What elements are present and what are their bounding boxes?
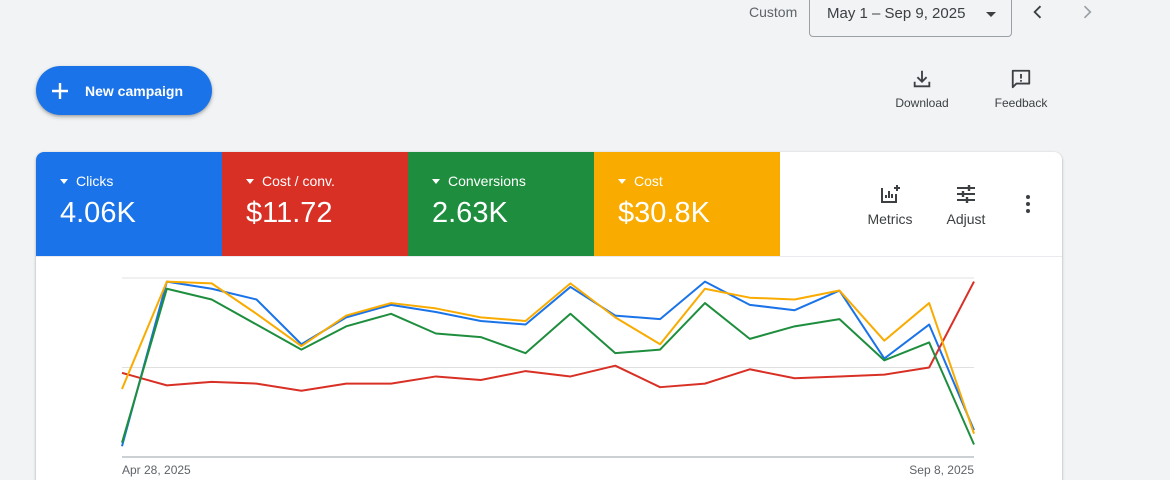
metric-tile-clicks[interactable]: Clicks 4.06K xyxy=(36,152,222,256)
metric-value: $30.8K xyxy=(618,197,710,229)
performance-card: Clicks 4.06K Cost / conv. $11.72 Convers… xyxy=(36,152,1062,480)
adjust-label: Adjust xyxy=(946,211,986,227)
dropdown-triangle-icon xyxy=(246,178,254,184)
dropdown-caret-icon xyxy=(986,12,996,17)
metric-name: Clicks xyxy=(76,173,114,189)
series-line-3 xyxy=(121,280,975,435)
plus-icon xyxy=(50,81,70,101)
metric-value: 2.63K xyxy=(432,197,508,229)
dropdown-triangle-icon xyxy=(432,178,440,184)
feedback-icon xyxy=(1011,69,1031,89)
chart-grid xyxy=(122,277,974,458)
metric-value: $11.72 xyxy=(246,197,333,229)
metric-name: Conversions xyxy=(448,173,526,189)
date-range-bar: Custom May 1 – Sep 9, 2025 xyxy=(0,0,1170,40)
x-axis-start-label: Apr 28, 2025 xyxy=(122,463,191,477)
series-line-0 xyxy=(121,280,975,447)
feedback-label: Feedback xyxy=(994,96,1048,110)
dropdown-triangle-icon xyxy=(60,178,68,184)
metric-name: Cost / conv. xyxy=(262,173,335,189)
dropdown-triangle-icon xyxy=(618,178,626,184)
add-chart-icon xyxy=(881,185,900,203)
new-campaign-label: New campaign xyxy=(85,82,184,99)
feedback-button[interactable]: Feedback xyxy=(988,68,1054,110)
metric-value: 4.06K xyxy=(60,197,136,229)
chevron-right-icon[interactable] xyxy=(1077,2,1097,22)
metric-tile-cost-per-conversion[interactable]: Cost / conv. $11.72 xyxy=(222,152,408,256)
series-line-1 xyxy=(121,281,975,392)
metrics-button[interactable]: Metrics xyxy=(862,182,918,227)
x-axis-end-label: Sep 8, 2025 xyxy=(909,463,974,477)
chart-series xyxy=(121,280,975,447)
chevron-left-icon[interactable] xyxy=(1028,2,1048,22)
card-divider xyxy=(36,256,1062,257)
adjust-button[interactable]: Adjust xyxy=(940,182,992,227)
metric-name: Cost xyxy=(634,173,663,189)
more-vert-icon[interactable] xyxy=(1018,192,1038,216)
metric-tile-conversions[interactable]: Conversions 2.63K xyxy=(408,152,594,256)
date-range-type: Custom xyxy=(749,4,798,20)
date-range-value: May 1 – Sep 9, 2025 xyxy=(827,5,966,22)
new-campaign-button[interactable]: New campaign xyxy=(36,66,212,115)
series-line-2 xyxy=(121,287,975,445)
metrics-label: Metrics xyxy=(867,211,913,227)
performance-chart: Apr 28, 2025 Sep 8, 2025 xyxy=(121,277,975,477)
download-label: Download xyxy=(895,96,949,110)
metric-tile-cost[interactable]: Cost $30.8K xyxy=(594,152,780,256)
download-button[interactable]: Download xyxy=(890,68,954,110)
tune-icon xyxy=(957,185,975,203)
date-range-dropdown[interactable]: May 1 – Sep 9, 2025 xyxy=(809,0,1012,37)
download-icon xyxy=(913,70,931,88)
